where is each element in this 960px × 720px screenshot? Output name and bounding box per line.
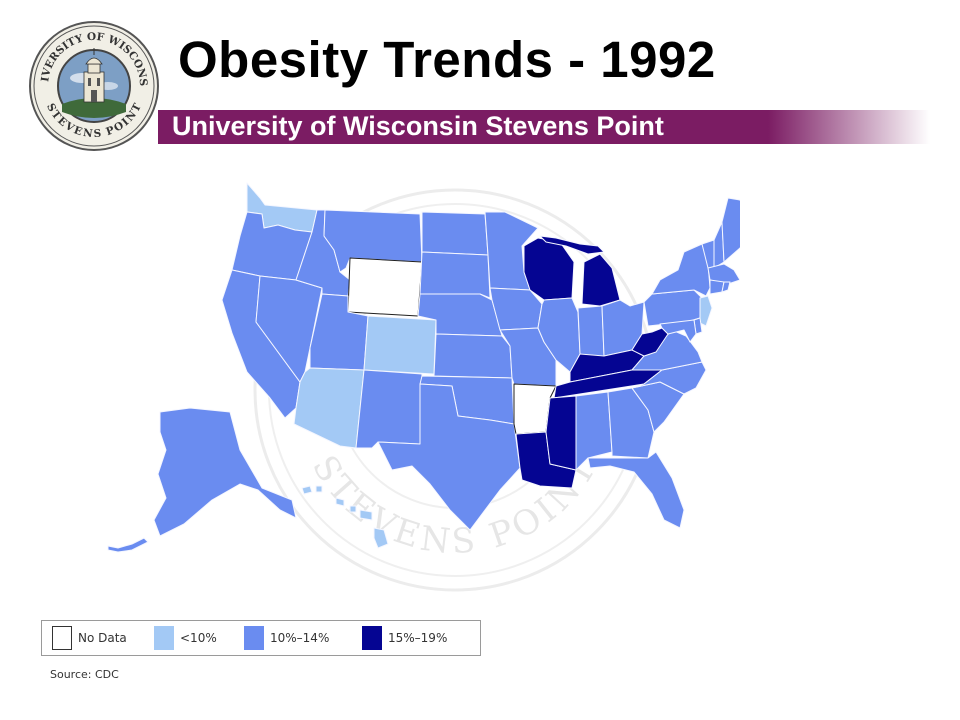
us-obesity-map [107,182,740,553]
subtitle: University of Wisconsin Stevens Point [172,111,664,141]
legend-item-15-19: 15%–19% [362,625,447,651]
legend-swatch-no-data [52,626,72,650]
page-title: Obesity Trends - 1992 [178,31,716,88]
state-il [537,297,581,373]
legend-item-10-14: 10%–14% [244,625,329,651]
state-co [363,315,437,375]
state-hi-6 [373,527,389,549]
state-hi-1 [301,485,313,495]
legend-label-10-14: 10%–14% [270,631,330,645]
state-ak-chain [107,537,149,553]
university-seal-logo: UNIVERSITY OF WISCONSIN STEVENS POINT [28,20,159,151]
state-mi [581,253,621,307]
state-md [659,319,697,343]
legend-item-no-data: No Data [52,625,127,651]
legend-swatch-lt10 [154,626,174,650]
state-hi-2 [315,485,323,493]
state-ri [721,281,731,293]
state-me [721,197,740,263]
state-ny [651,243,711,297]
state-ks [433,333,513,379]
state-nd [421,211,489,256]
legend-label-lt10: <10% [180,631,217,645]
legend-item-lt10: <10% [154,625,217,651]
legend-swatch-10-14 [244,626,264,650]
state-fl [587,451,685,529]
state-az [293,367,365,449]
state-wy [347,257,423,317]
state-tx [377,383,521,531]
state-sd [419,251,491,299]
subtitle-banner: University of Wisconsin Stevens Point [158,110,930,144]
state-hi-5 [359,509,373,521]
state-ms [545,395,577,471]
source-note: Source: CDC [50,668,119,681]
state-mi-up [539,235,605,255]
state-ak [153,407,297,537]
state-mt [323,209,423,273]
legend-label-15-19: 15%–19% [388,631,448,645]
legend-swatch-15-19 [362,626,382,650]
state-hi-4 [349,505,357,513]
state-nm [355,369,423,449]
legend-label-no-data: No Data [78,631,127,645]
state-wi [523,237,575,301]
state-hi-3 [335,497,345,507]
map-legend: No Data <10% 10%–14% 15%–19% [41,620,481,656]
